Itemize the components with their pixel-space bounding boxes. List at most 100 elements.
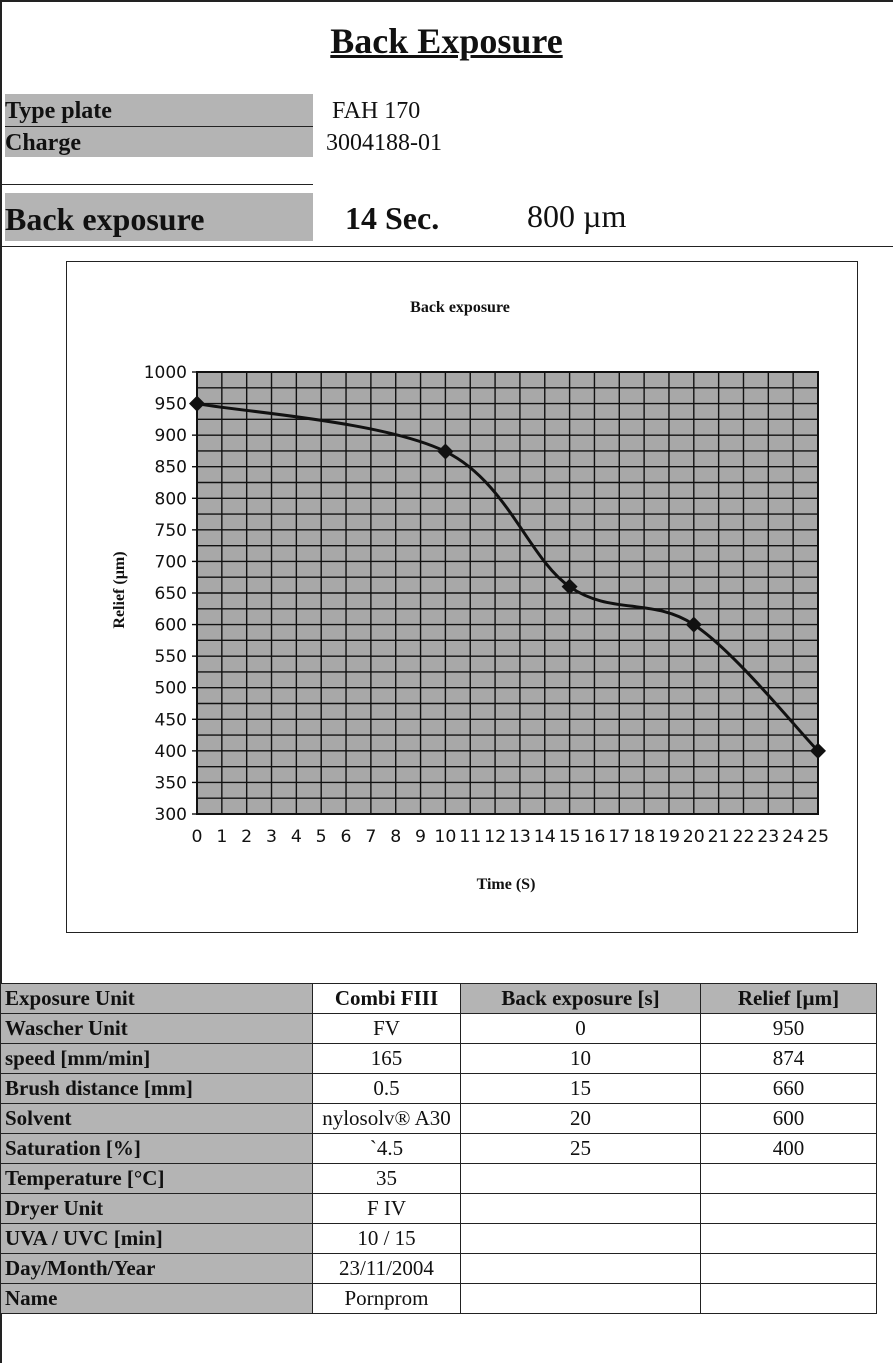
back-exposure-label: Back exposure	[5, 201, 205, 237]
y-tick-label: 1000	[144, 363, 187, 383]
x-tick-label: 25	[807, 827, 829, 847]
x-tick-label: 14	[534, 827, 556, 847]
y-tick-label: 750	[155, 521, 187, 541]
y-tick-label: 600	[155, 616, 187, 636]
table-row: UVA / UVC [min] 10 / 15	[0, 1223, 877, 1254]
x-tick-label: 20	[683, 827, 705, 847]
table-cell: Name	[0, 1283, 313, 1314]
y-tick-label: 550	[155, 647, 187, 667]
x-tick-label: 15	[559, 827, 581, 847]
y-tick-label: 400	[155, 742, 187, 762]
x-tick-label: 7	[365, 827, 376, 847]
table-cell	[700, 1223, 877, 1254]
series-line	[196, 402, 820, 752]
table-cell	[460, 1283, 701, 1314]
y-tick-label: 350	[155, 773, 187, 793]
table-cell	[460, 1163, 701, 1194]
table-cell: Exposure Unit	[0, 983, 313, 1014]
x-tick-label: 12	[484, 827, 506, 847]
x-tick-label: 6	[341, 827, 352, 847]
table-cell	[700, 1283, 877, 1314]
table-cell	[700, 1253, 877, 1284]
table-row: Day/Month/Year 23/11/2004	[0, 1253, 877, 1284]
table-row: Name Pornprom	[0, 1283, 877, 1314]
x-tick-label: 1	[216, 827, 227, 847]
table-cell: 25	[460, 1133, 701, 1164]
divider	[5, 126, 313, 127]
x-tick-label: 16	[583, 827, 605, 847]
table-cell: 660	[700, 1073, 877, 1104]
charge-label: Charge	[5, 130, 81, 156]
charge-label-bg	[5, 127, 313, 157]
x-tick-label: 24	[782, 827, 804, 847]
table-row: Solvent nylosolv® A30 20 600	[0, 1103, 877, 1134]
data-point	[810, 742, 826, 759]
table-cell: 0	[460, 1013, 701, 1044]
table-row: Dryer Unit F IV	[0, 1193, 877, 1224]
charge-value: 3004188-01	[326, 130, 442, 156]
table-cell: Wascher Unit	[0, 1013, 313, 1044]
data-point	[685, 616, 702, 633]
table-cell: speed [mm/min]	[0, 1043, 313, 1074]
data-point	[561, 578, 578, 595]
table-cell: Brush distance [mm]	[0, 1073, 313, 1104]
table-cell: 0.5	[312, 1073, 461, 1104]
table-row: Brush distance [mm] 0.5 15 660	[0, 1073, 877, 1104]
table-cell: Day/Month/Year	[0, 1253, 313, 1284]
y-tick-label: 950	[155, 395, 187, 415]
type-plate-value: FAH 170	[332, 98, 421, 124]
y-tick-label: 700	[155, 552, 187, 572]
y-tick-label: 800	[155, 489, 187, 509]
table-cell: Pornprom	[312, 1283, 461, 1314]
table-cell: Saturation [%]	[0, 1133, 313, 1164]
x-tick-label: 22	[732, 827, 754, 847]
x-tick-label: 18	[633, 827, 655, 847]
table-cell: 20	[460, 1103, 701, 1134]
x-tick-label: 4	[291, 827, 302, 847]
table-cell: UVA / UVC [min]	[0, 1223, 313, 1254]
table-cell: `4.5	[312, 1133, 461, 1164]
type-plate-label: Type plate	[5, 98, 112, 124]
table-cell: 35	[312, 1163, 461, 1194]
x-tick-label: 0	[192, 827, 203, 847]
chart-title: Back exposure	[410, 299, 510, 316]
x-tick-label: 23	[757, 827, 779, 847]
table-cell: 950	[700, 1013, 877, 1044]
table-cell: 600	[700, 1103, 877, 1134]
table-cell	[460, 1253, 701, 1284]
data-point	[189, 395, 205, 412]
table-cell: Temperature [°C]	[0, 1163, 313, 1194]
x-tick-label: 11	[459, 827, 481, 847]
x-axis-label: Time (S)	[477, 876, 536, 893]
table-cell: 15	[460, 1073, 701, 1104]
parameters-table: Exposure Unit Combi FIII Back exposure [s]…	[0, 983, 877, 1314]
x-tick-label: 5	[316, 827, 327, 847]
x-tick-label: 10	[434, 827, 456, 847]
table-cell: F IV	[312, 1193, 461, 1224]
table-row: Temperature [°C] 35	[0, 1163, 877, 1194]
divider	[0, 184, 313, 185]
x-tick-label: 13	[509, 827, 531, 847]
back-exposure-time: 14 Sec.	[345, 200, 440, 236]
table-cell	[700, 1163, 877, 1194]
table-cell: Relief [µm]	[700, 983, 877, 1014]
table-cell: Back exposure [s]	[460, 983, 701, 1014]
table-cell: FV	[312, 1013, 461, 1044]
relief-chart: 3003504004505005506006507007508008509009…	[111, 299, 829, 893]
x-tick-label: 19	[658, 827, 680, 847]
table-cell: 10 / 15	[312, 1223, 461, 1254]
table-cell: Dryer Unit	[0, 1193, 313, 1224]
y-tick-label: 850	[155, 458, 187, 478]
table-cell: Combi FIII	[312, 983, 461, 1014]
page-title: Back Exposure	[330, 21, 563, 61]
table-cell: nylosolv® A30	[312, 1103, 461, 1134]
y-tick-label: 450	[155, 710, 187, 730]
page-frame-left	[0, 0, 2, 1363]
x-tick-label: 8	[390, 827, 401, 847]
table-cell: Solvent	[0, 1103, 313, 1134]
table-row: Exposure Unit Combi FIII Back exposure [s]…	[0, 983, 877, 1014]
back-exposure-relief: 800 µm	[527, 198, 627, 234]
table-cell	[460, 1193, 701, 1224]
x-tick-label: 21	[708, 827, 730, 847]
y-tick-label: 300	[155, 805, 187, 825]
